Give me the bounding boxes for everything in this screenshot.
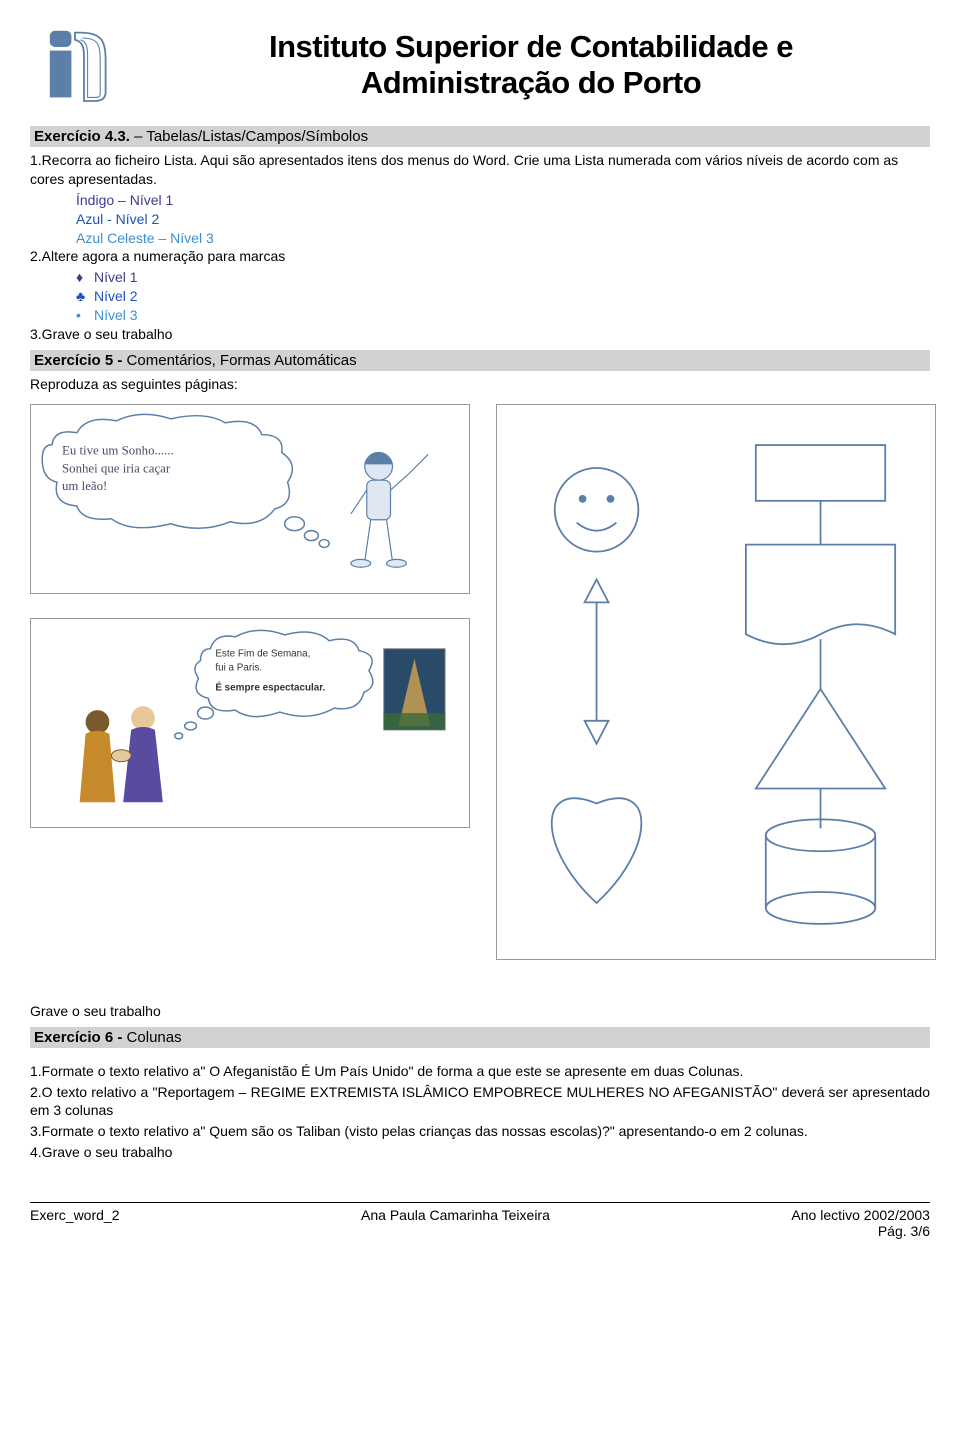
ex43-paragraph-3: 3.Grave o seu trabalho [30,325,930,344]
exercise-6-heading: Exercício 6 - Colunas [30,1027,930,1048]
ex6-item-2: 2.O texto relativo a "Reportagem – REGIM… [30,1083,930,1121]
exercise-5-heading-bold: Exercício 5 - [34,352,122,369]
page-footer: Exerc_word_2 Ana Paula Camarinha Teixeir… [30,1207,930,1239]
ex43-paragraph-2: 2.Altere agora a numeração para marcas [30,247,930,266]
exercise-43-heading-bold: Exercício 4.3. [34,128,130,145]
exercise-5-heading-rest: Comentários, Formas Automáticas [122,352,356,369]
ex43-bullet-item: •Nível 3 [76,306,930,325]
institution-title-line1: Instituto Superior de Contabilidade e [132,29,930,65]
svg-text:Sonhei que iria caçar: Sonhei que iria caçar [62,461,171,475]
footer-rule [30,1202,930,1203]
exercise-43-heading: Exercício 4.3. – Tabelas/Listas/Campos/S… [30,126,930,147]
ex5-right-column [496,404,936,984]
fig1-text-line1: Eu tive um Sonho...... [62,443,174,457]
ex5-figures-row: Eu tive um Sonho...... Sonhei que iria c… [30,404,930,984]
ex43-bullet-item: ♣Nível 2 [76,287,930,306]
institution-title-line2: Administração do Porto [132,65,930,101]
exercise-6-heading-rest: Colunas [122,1029,181,1046]
page-header: Instituto Superior de Contabilidade e Ad… [30,20,930,110]
ex43-level-item: Azul Celeste – Nível 3 [76,229,930,248]
svg-text:Este Fim de Semana,: Este Fim de Semana, [215,648,310,659]
exercise-6-heading-bold: Exercício 6 - [34,1029,122,1046]
ex5-paragraph-2: Grave o seu trabalho [30,1002,930,1021]
ex6-item-1: 1.Formate o texto relativo a" O Afeganis… [30,1062,930,1081]
exercise-43-heading-rest: – Tabelas/Listas/Campos/Símbolos [130,128,368,145]
ex5-figure-2: Este Fim de Semana, fui a Paris. É sempr… [30,618,470,828]
institution-title: Instituto Superior de Contabilidade e Ad… [132,29,930,100]
ex6-item-3: 3.Formate o texto relativo a" Quem são o… [30,1122,930,1141]
bullet-label: Nível 1 [94,269,138,285]
footer-right: Ano lectivo 2002/2003 Pág. 3/6 [791,1207,930,1239]
bullet-icon: ♦ [76,268,94,287]
ex43-level-item: Azul - Nível 2 [76,210,930,229]
institution-logo [30,20,120,110]
footer-center: Ana Paula Camarinha Teixeira [361,1207,550,1239]
ex5-figure-3 [496,404,936,960]
footer-left: Exerc_word_2 [30,1207,120,1239]
ex43-level-list: Índigo – Nível 1Azul - Nível 2Azul Celes… [30,191,930,248]
footer-right-line2: Pág. 3/6 [791,1223,930,1239]
svg-text:fui a Paris.: fui a Paris. [215,662,262,673]
svg-text:um leão!: um leão! [62,479,107,493]
svg-text:É sempre espectacular.: É sempre espectacular. [215,682,325,693]
ex43-paragraph-1: 1.Recorra ao ficheiro Lista. Aqui são ap… [30,151,930,189]
bullet-icon: • [76,306,94,325]
ex43-bullet-list: ♦Nível 1♣Nível 2•Nível 3 [30,268,930,325]
bullet-label: Nível 3 [94,307,138,323]
footer-right-line1: Ano lectivo 2002/2003 [791,1207,930,1223]
ex5-paragraph-1: Reproduza as seguintes páginas: [30,375,930,394]
bullet-label: Nível 2 [94,288,138,304]
bullet-icon: ♣ [76,287,94,306]
exercise-5-heading: Exercício 5 - Comentários, Formas Automá… [30,350,930,371]
ex6-item-4: 4.Grave o seu trabalho [30,1143,930,1162]
ex43-bullet-item: ♦Nível 1 [76,268,930,287]
ex5-left-column: Eu tive um Sonho...... Sonhei que iria c… [30,404,470,984]
ex43-level-item: Índigo – Nível 1 [76,191,930,210]
ex5-figure-1: Eu tive um Sonho...... Sonhei que iria c… [30,404,470,594]
